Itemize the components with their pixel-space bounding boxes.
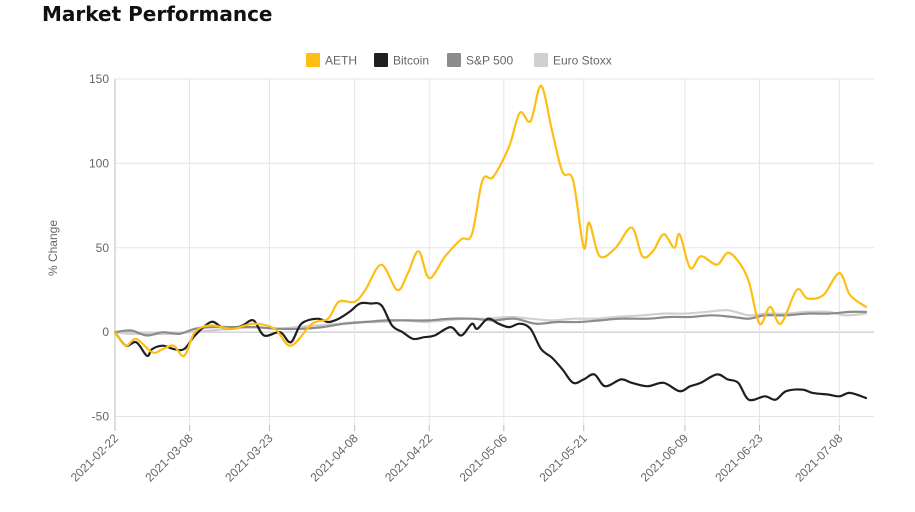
x-tick-label: 2021-07-08	[792, 431, 846, 485]
series-line-aeth	[113, 84, 868, 358]
y-tick-label: 100	[89, 156, 109, 170]
y-tick-label: 0	[102, 325, 109, 339]
x-tick-label: 2021-03-08	[142, 431, 196, 485]
y-tick-label: 150	[89, 72, 109, 86]
x-tick-label: 2021-03-23	[222, 431, 276, 485]
legend-swatch-s-p-500	[447, 53, 461, 67]
x-tick-label: 2021-02-22	[68, 431, 122, 485]
x-tick-label: 2021-06-23	[712, 431, 766, 485]
legend-label-s-p-500: S&P 500	[466, 54, 513, 68]
x-tick-label: 2021-06-09	[638, 431, 692, 485]
legend-label-euro-stoxx: Euro Stoxx	[553, 54, 612, 68]
legend-swatch-aeth	[306, 53, 320, 67]
y-tick-label: -50	[92, 410, 110, 424]
chart-title: Market Performance	[42, 2, 273, 26]
x-tick-label: 2021-05-06	[457, 431, 511, 485]
legend-swatch-euro-stoxx	[534, 53, 548, 67]
x-tick-label: 2021-04-22	[382, 431, 436, 485]
x-tick-label: 2021-04-08	[307, 431, 361, 485]
legend-swatch-bitcoin	[374, 53, 388, 67]
series-line-s-p-500	[113, 310, 868, 337]
y-tick-label: 50	[96, 241, 110, 255]
legend-label-bitcoin: Bitcoin	[393, 54, 429, 68]
legend-label-aeth: AETH	[325, 54, 357, 68]
x-tick-label: 2021-05-21	[537, 431, 591, 485]
y-axis-label: % Change	[46, 220, 60, 276]
series-line-euro-stoxx	[113, 309, 868, 336]
